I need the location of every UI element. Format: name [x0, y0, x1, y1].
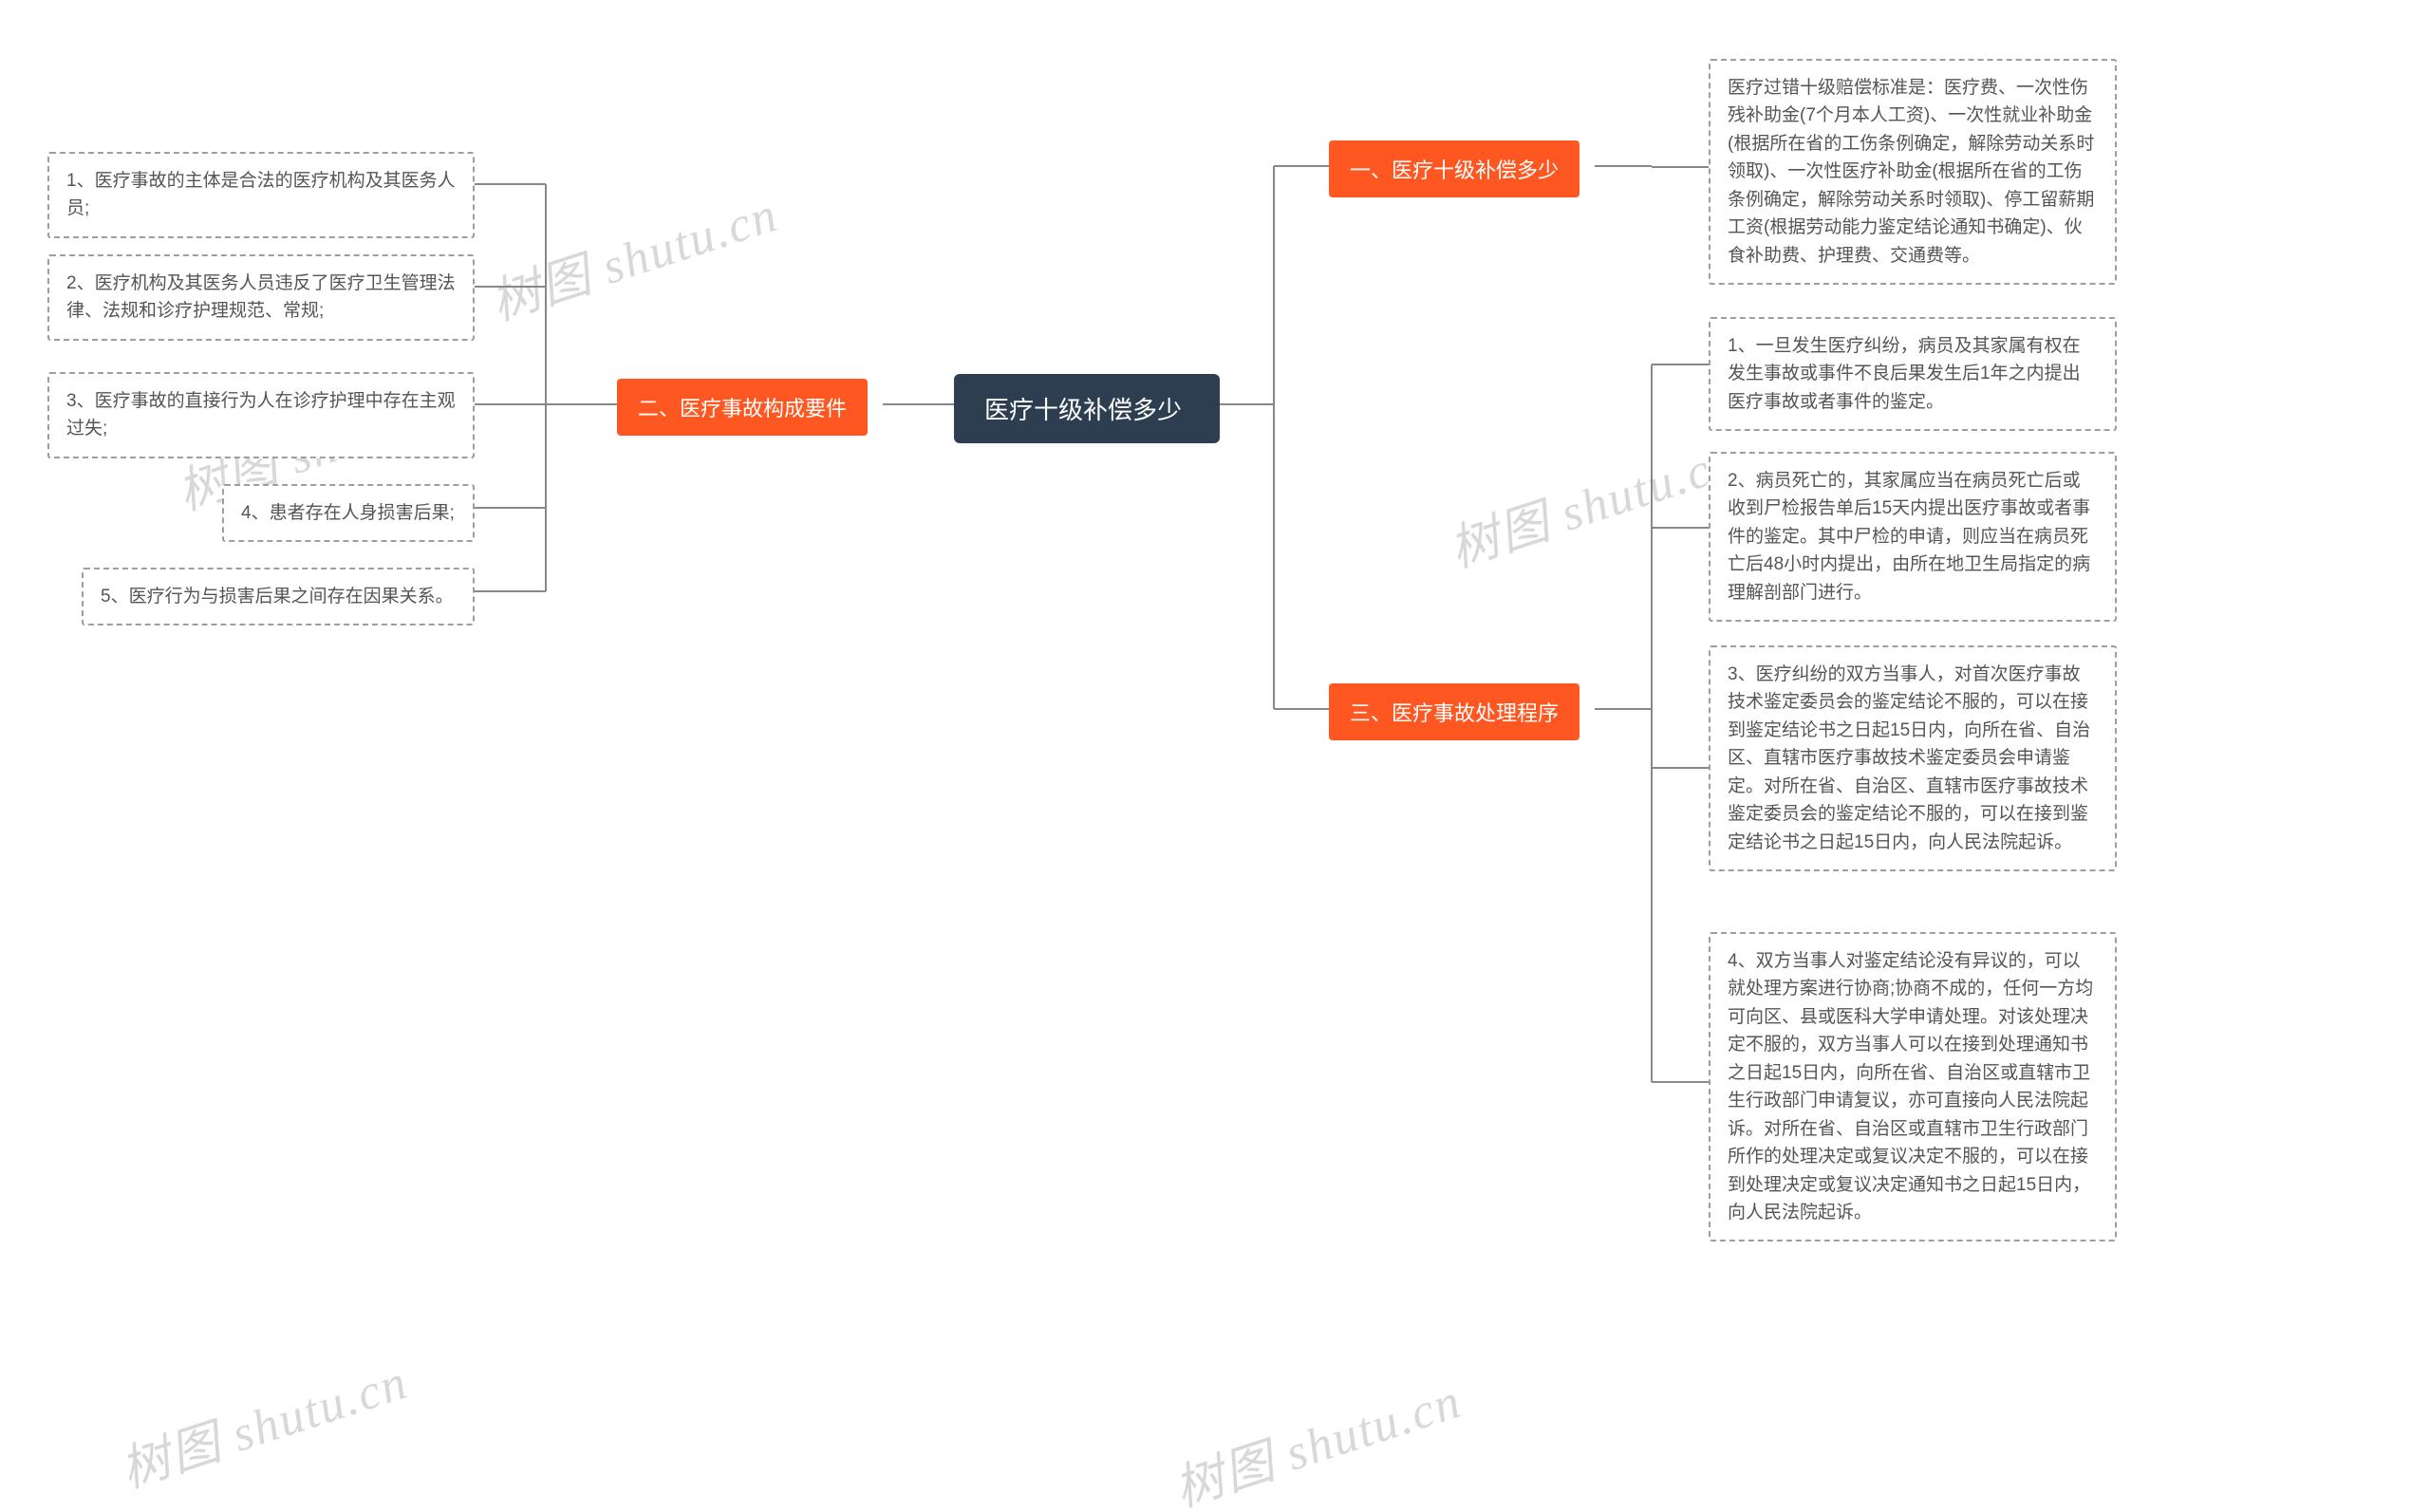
leaf-element-1[interactable]: 1、医疗事故的主体是合法的医疗机构及其医务人员; — [47, 152, 475, 238]
leaf-procedure-3[interactable]: 3、医疗纠纷的双方当事人，对首次医疗事故技术鉴定委员会的鉴定结论不服的，可以在接… — [1709, 645, 2117, 871]
watermark: 树图 shutu.cn — [1439, 420, 1745, 580]
leaf-element-2[interactable]: 2、医疗机构及其医务人员违反了医疗卫生管理法律、法规和诊疗护理规范、常规; — [47, 254, 475, 341]
root-node[interactable]: 医疗十级补偿多少 — [954, 374, 1220, 443]
leaf-element-4[interactable]: 4、患者存在人身损害后果; — [222, 484, 475, 542]
leaf-element-3[interactable]: 3、医疗事故的直接行为人在诊疗护理中存在主观过失; — [47, 372, 475, 458]
watermark: 树图 shutu.cn — [1164, 1360, 1469, 1512]
branch-compensation[interactable]: 一、医疗十级补偿多少 — [1329, 140, 1580, 197]
leaf-procedure-1[interactable]: 1、一旦发生医疗纠纷，病员及其家属有权在发生事故或事件不良后果发生后1年之内提出… — [1709, 317, 2117, 431]
branch-procedure[interactable]: 三、医疗事故处理程序 — [1329, 683, 1580, 740]
leaf-compensation-1[interactable]: 医疗过错十级赔偿标准是：医疗费、一次性伤残补助金(7个月本人工资)、一次性就业补… — [1709, 59, 2117, 285]
leaf-procedure-4[interactable]: 4、双方当事人对鉴定结论没有异议的，可以就处理方案进行协商;协商不成的，任何一方… — [1709, 932, 2117, 1241]
watermark: 树图 shutu.cn — [110, 1341, 416, 1501]
leaf-element-5[interactable]: 5、医疗行为与损害后果之间存在因果关系。 — [82, 568, 475, 625]
watermark: 树图 shutu.cn — [480, 174, 786, 333]
branch-elements[interactable]: 二、医疗事故构成要件 — [617, 379, 868, 436]
leaf-procedure-2[interactable]: 2、病员死亡的，其家属应当在病员死亡后或收到尸检报告单后15天内提出医疗事故或者… — [1709, 452, 2117, 622]
